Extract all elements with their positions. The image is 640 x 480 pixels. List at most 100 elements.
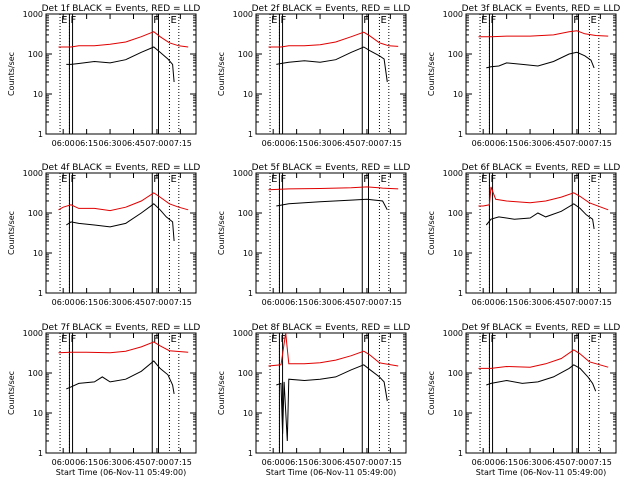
- panel-3-x-tick-label: 06:30: [519, 139, 542, 148]
- panel-2-y-tick-label: 10: [243, 90, 253, 99]
- panel-1-interval-label: F: [70, 15, 76, 26]
- panel-1-y-tick-label: 10: [33, 90, 43, 99]
- panel-5-events-series-line: [276, 198, 388, 211]
- panel-7-x-tick-label: 06:15: [75, 458, 98, 467]
- panel-3-x-tick-label: 07:00: [565, 139, 588, 148]
- panel-1-x-tick-label: 07:15: [169, 139, 192, 148]
- panel-6-interval-label: E: [481, 174, 487, 185]
- panel-7-interval-label: E: [61, 334, 67, 345]
- panel-5-interval-label: F: [280, 174, 286, 185]
- panel-5-x-tick-label: 07:00: [355, 298, 378, 307]
- panel-4-y-tick-label: 1: [38, 289, 43, 298]
- panel-3-title: Det 3f BLACK = Events, RED = LLD: [462, 4, 621, 14]
- panel-4-x-tick-label: 06:45: [122, 298, 145, 307]
- panel-6-y-tick-label: 1: [458, 289, 463, 298]
- panel-9-interval-label: E: [481, 334, 487, 345]
- panel-7-x-tick-label: 07:15: [169, 458, 192, 467]
- panel-5-interval-label: E: [271, 174, 277, 185]
- panel-2-x-tick-label: 06:30: [309, 139, 332, 148]
- panel-2-y-tick-label: 100: [238, 50, 253, 59]
- panel-2-y-tick-label: 1000: [233, 10, 253, 19]
- panel-5-y-tick-label: 1: [248, 289, 253, 298]
- panel-1-y-tick-label: 1000: [23, 10, 43, 19]
- panel-3-y-tick-label: 100: [448, 50, 463, 59]
- panel-8-interval-label: F: [363, 334, 369, 345]
- panel-5-x-tick-label: 06:45: [332, 298, 355, 307]
- panel-9-interval-label: F: [573, 334, 579, 345]
- panel-2-x-tick-label: 06:00: [262, 139, 285, 148]
- panel-4-y-tick-label: 10: [33, 249, 43, 258]
- panel-9-y-axis-label: Counts/sec: [427, 371, 436, 415]
- panel-9-lld-series-line: [478, 349, 609, 369]
- panel-1-x-tick-label: 07:00: [145, 139, 168, 148]
- panel-7-x-axis-label: Start Time (06-Nov-11 05:49:00): [56, 468, 186, 477]
- panel-9-interval-label: E: [590, 334, 596, 345]
- panel-3-interval-label: F: [573, 15, 579, 26]
- panel-5-y-tick-label: 1000: [233, 169, 253, 178]
- panel-7-y-tick-label: 10: [33, 409, 43, 418]
- panel-8-y-axis-label: Counts/sec: [217, 371, 226, 415]
- panel-2-plot-frame: [255, 13, 407, 135]
- panel-9-events-series-line: [486, 364, 597, 392]
- panel-9-plot-frame: [465, 332, 617, 454]
- panel-4-x-tick-label: 06:00: [52, 298, 75, 307]
- panel-9-y-tick-label: 1000: [443, 329, 463, 338]
- panel-2-events-series-line: [276, 46, 388, 83]
- panel-3-plot-frame: [465, 13, 617, 135]
- panel-1-x-tick-label: 06:15: [75, 139, 98, 148]
- panel-5-interval-label: F: [363, 174, 369, 185]
- panel-5-interval-label: E: [380, 174, 386, 185]
- panel-6-x-tick-label: 07:00: [565, 298, 588, 307]
- panel-9-x-tick-label: 06:00: [472, 458, 495, 467]
- panel-3-x-tick-label: 06:00: [472, 139, 495, 148]
- panel-7-x-tick-label: 06:30: [99, 458, 122, 467]
- panel-2-interval-label: E: [271, 15, 277, 26]
- panel-9-title: Det 9f BLACK = Events, RED = LLD: [462, 323, 621, 333]
- panel-9-x-tick-label: 06:30: [519, 458, 542, 467]
- panel-6-y-tick-label: 100: [448, 209, 463, 218]
- panel-6-events-series-line: [485, 203, 595, 229]
- panel-1-interval-label: E: [170, 15, 176, 26]
- panel-9-x-axis-label: Start Time (06-Nov-11 05:49:00): [476, 468, 606, 477]
- panel-2-x-tick-label: 06:15: [285, 139, 308, 148]
- panel-9-y-tick-label: 1: [458, 449, 463, 458]
- panel-8-y-tick-label: 100: [238, 369, 253, 378]
- panel-4-interval-label: F: [70, 174, 76, 185]
- panel-9-interval-label: F: [490, 334, 496, 345]
- panel-9-y-tick-label: 100: [448, 369, 463, 378]
- panel-8-x-tick-label: 07:15: [379, 458, 402, 467]
- panel-2-y-tick-label: 1: [248, 130, 253, 139]
- panel-7-x-tick-label: 06:45: [122, 458, 145, 467]
- panel-4-interval-label: E: [61, 174, 67, 185]
- panel-3-y-axis-label: Counts/sec: [427, 52, 436, 96]
- panel-5-x-tick-label: 06:00: [262, 298, 285, 307]
- panel-4-x-tick-label: 06:15: [75, 298, 98, 307]
- panel-9-y-tick-label: 10: [453, 409, 463, 418]
- panel-4-y-axis-label: Counts/sec: [7, 211, 16, 255]
- panel-9-x-tick-label: 07:00: [565, 458, 588, 467]
- panel-4-plot-frame: [45, 172, 197, 294]
- panel-7-interval-label: E: [170, 334, 176, 345]
- panel-8-x-tick-label: 07:00: [355, 458, 378, 467]
- panel-2-lld-series-line: [268, 31, 399, 48]
- panel-8-x-tick-label: 06:30: [309, 458, 332, 467]
- panel-8-x-tick-label: 06:15: [285, 458, 308, 467]
- panel-5-plot-frame: [255, 172, 407, 294]
- panel-5-lld-series-line: [268, 186, 399, 191]
- panel-8-y-tick-label: 1: [248, 449, 253, 458]
- panel-5-y-tick-label: 10: [243, 249, 253, 258]
- panel-7-title: Det 7f BLACK = Events, RED = LLD: [42, 323, 201, 333]
- panel-4-interval-label: F: [153, 174, 159, 185]
- panel-2-interval-label: E: [380, 15, 386, 26]
- panel-8-interval-label: E: [271, 334, 277, 345]
- panel-8-interval-label: F: [280, 334, 286, 345]
- panel-8-x-tick-label: 06:00: [262, 458, 285, 467]
- panel-8-y-tick-label: 1000: [233, 329, 253, 338]
- panel-9-x-tick-label: 06:45: [542, 458, 565, 467]
- panel-3-events-series-line: [486, 51, 595, 69]
- panel-2-interval-label: F: [363, 15, 369, 26]
- panel-1-x-tick-label: 06:00: [52, 139, 75, 148]
- panel-6-y-tick-label: 1000: [443, 169, 463, 178]
- panel-7-y-tick-label: 1: [38, 449, 43, 458]
- panel-6-interval-label: F: [573, 174, 579, 185]
